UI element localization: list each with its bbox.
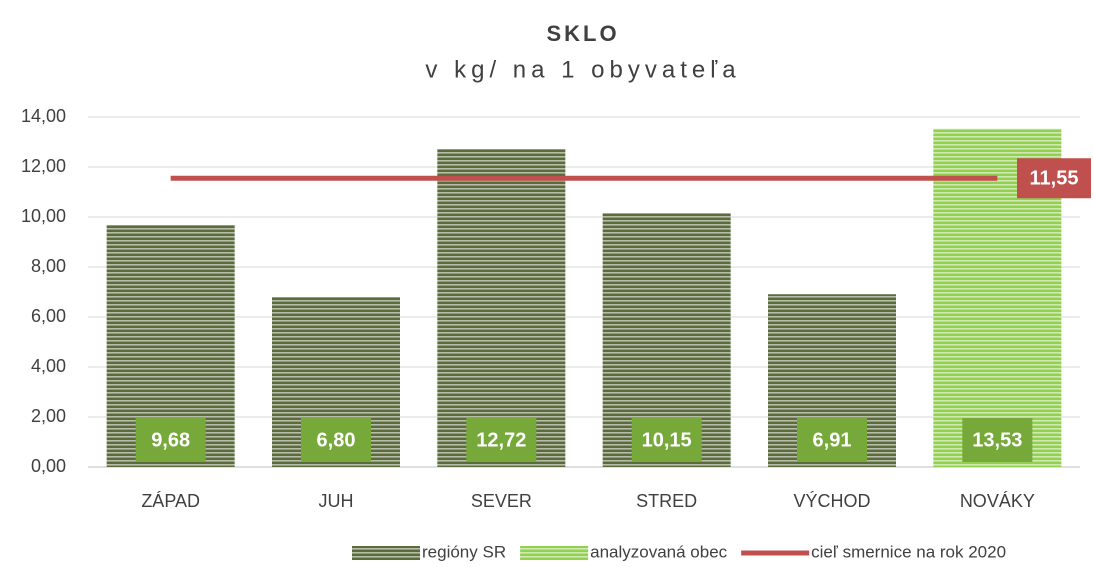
y-tick-label: 0,00 — [31, 456, 66, 476]
value-label-box — [135, 418, 206, 462]
x-tick-label: JUH — [319, 491, 354, 511]
value-label-box — [797, 418, 867, 462]
chart-subtitle: v kg/ na 1 obyvateľa — [425, 56, 740, 83]
target-label: 11,55 — [1030, 168, 1079, 190]
legend-label: cieľ smernice na rok 2020 — [811, 542, 1006, 561]
value-label: 10,15 — [642, 429, 692, 451]
x-tick-label: ZÁPAD — [141, 491, 200, 511]
legend-swatch — [352, 546, 420, 560]
value-label: 13,53 — [972, 429, 1022, 451]
value-label-box — [301, 418, 371, 462]
value-label: 6,91 — [813, 429, 852, 451]
x-tick-label: NOVÁKY — [960, 491, 1035, 511]
y-tick-label: 4,00 — [31, 356, 66, 376]
y-tick-label: 12,00 — [21, 156, 66, 176]
x-tick-label: VÝCHOD — [793, 491, 870, 511]
y-tick-label: 8,00 — [31, 256, 66, 276]
chart-title: SKLO — [546, 21, 619, 46]
y-tick-label: 6,00 — [31, 306, 66, 326]
x-tick-label: STRED — [636, 491, 697, 511]
value-label-box — [962, 418, 1033, 462]
value-label: 9,68 — [151, 429, 190, 451]
value-label-box — [631, 418, 702, 462]
y-tick-label: 10,00 — [21, 206, 66, 226]
legend-swatch — [520, 546, 589, 560]
value-label: 12,72 — [476, 429, 526, 451]
value-label-box — [466, 418, 537, 462]
value-label: 6,80 — [317, 429, 356, 451]
y-tick-label: 14,00 — [21, 106, 66, 126]
legend-label: analyzovaná obec — [590, 542, 728, 561]
y-tick-label: 2,00 — [31, 406, 66, 426]
target-label-box — [1017, 158, 1091, 199]
bar — [437, 149, 566, 467]
legend-label: regióny SR — [422, 542, 506, 561]
x-tick-label: SEVER — [471, 491, 532, 511]
